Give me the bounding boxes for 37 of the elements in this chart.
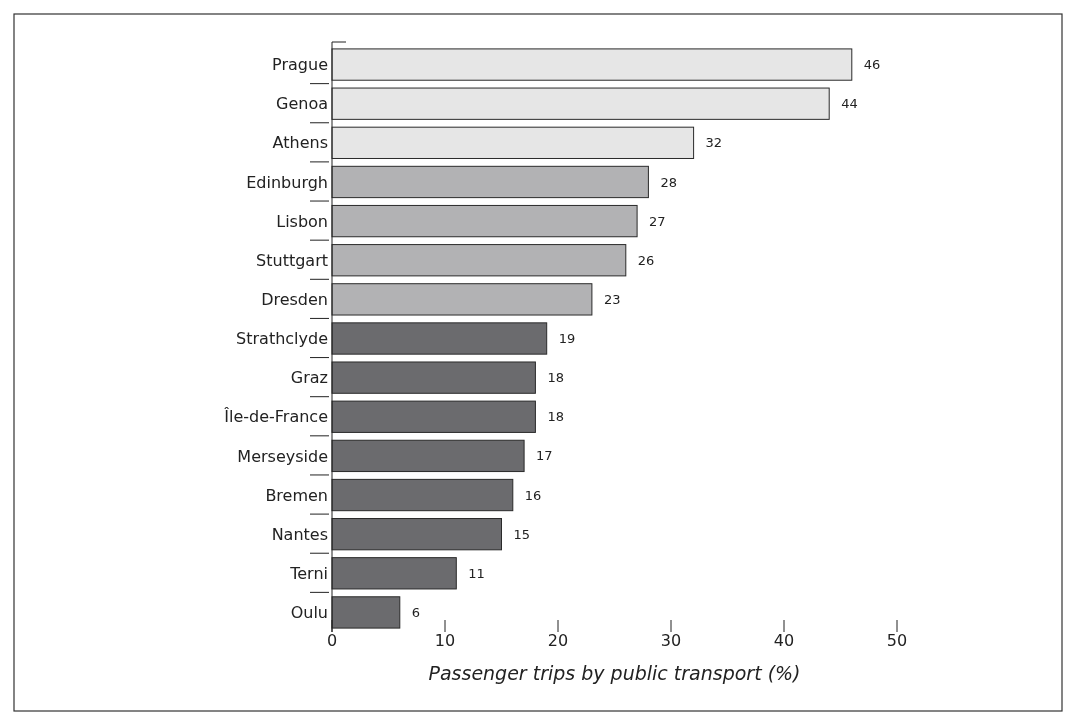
y-tick-label: Merseyside xyxy=(237,446,328,466)
y-tick-label: Athens xyxy=(272,133,328,153)
data-label: 11 xyxy=(468,565,485,581)
y-tick-label: Bremen xyxy=(265,485,328,505)
x-tick-label: 0 xyxy=(326,631,338,650)
y-tick-label: Dresden xyxy=(261,289,328,309)
y-tick-label: Terni xyxy=(289,563,328,583)
y-tick-label: Lisbon xyxy=(276,211,328,231)
data-label: 46 xyxy=(863,57,881,73)
data-label: 18 xyxy=(547,370,564,386)
x-axis-title: Passenger trips by public transport (%) xyxy=(428,662,801,684)
x-tick-label: 50 xyxy=(886,631,908,650)
y-tick-label: Prague xyxy=(272,55,328,75)
x-tick-label: 30 xyxy=(660,631,682,650)
y-tick-label: Stuttgart xyxy=(256,250,328,270)
data-label: 6 xyxy=(411,604,421,620)
y-tick-label: Graz xyxy=(290,368,328,388)
data-label: 18 xyxy=(547,409,564,425)
data-label: 28 xyxy=(660,174,677,190)
y-tick-label: Strathclyde xyxy=(236,329,328,349)
data-label: 16 xyxy=(524,487,542,503)
x-tick-label: 20 xyxy=(547,631,569,650)
x-tick-label: 40 xyxy=(773,631,795,650)
y-tick-label: Oulu xyxy=(290,603,328,623)
data-label: 26 xyxy=(637,252,655,268)
data-label: 15 xyxy=(513,526,531,542)
data-label: 32 xyxy=(705,135,723,151)
data-label: 23 xyxy=(603,291,621,307)
data-label: 44 xyxy=(841,96,858,112)
y-tick-label: Nantes xyxy=(271,524,328,544)
data-label: 27 xyxy=(649,213,666,229)
y-tick-label: Edinburgh xyxy=(246,172,328,192)
y-tick-label: Île-de-France xyxy=(223,407,328,427)
data-label: 17 xyxy=(536,448,553,464)
x-tick-label: 10 xyxy=(434,631,456,650)
y-tick-label: Genoa xyxy=(276,94,328,114)
data-label: 19 xyxy=(558,331,576,347)
